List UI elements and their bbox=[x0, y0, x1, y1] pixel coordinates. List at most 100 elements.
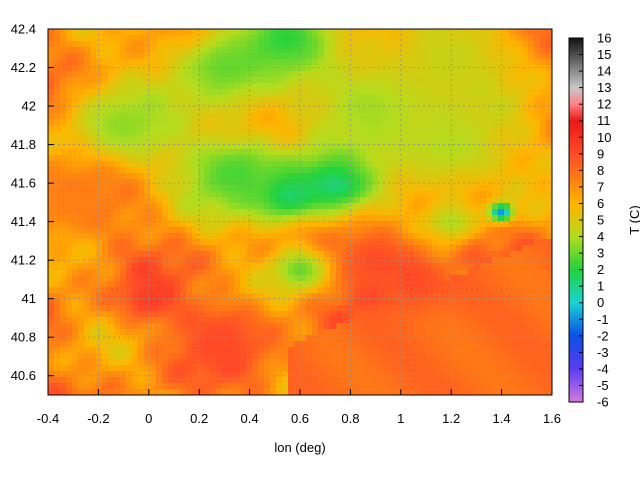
heatmap-cell bbox=[378, 149, 385, 156]
heatmap-cell bbox=[396, 215, 403, 222]
heatmap-cell bbox=[60, 125, 67, 132]
heatmap-cell bbox=[126, 341, 133, 348]
heatmap-cell bbox=[108, 311, 115, 318]
heatmap-cell bbox=[240, 215, 247, 222]
heatmap-cell bbox=[252, 161, 259, 168]
heatmap-cell bbox=[180, 311, 187, 318]
heatmap-cell bbox=[312, 293, 319, 300]
heatmap-cell bbox=[312, 221, 319, 228]
heatmap-cell bbox=[342, 227, 349, 234]
heatmap-cell bbox=[534, 299, 541, 306]
heatmap-cell bbox=[198, 95, 205, 102]
heatmap-cell bbox=[372, 317, 379, 324]
heatmap-cell bbox=[432, 143, 439, 150]
heatmap-cell bbox=[318, 203, 325, 210]
heatmap-cell bbox=[66, 203, 73, 210]
heatmap-cell bbox=[384, 131, 391, 138]
heatmap-cell bbox=[84, 137, 91, 144]
heatmap-cell bbox=[198, 377, 205, 384]
heatmap-cell bbox=[354, 35, 361, 42]
heatmap-cell bbox=[258, 125, 265, 132]
heatmap-cell bbox=[228, 137, 235, 144]
heatmap-cell bbox=[72, 89, 79, 96]
heatmap-cell bbox=[444, 149, 451, 156]
heatmap-cell bbox=[300, 377, 307, 384]
heatmap-cell bbox=[228, 101, 235, 108]
heatmap-cell bbox=[210, 125, 217, 132]
heatmap-cell bbox=[342, 233, 349, 240]
heatmap-cell bbox=[318, 155, 325, 162]
heatmap-cell bbox=[96, 335, 103, 342]
heatmap-cell bbox=[102, 149, 109, 156]
heatmap-cell bbox=[114, 365, 121, 372]
heatmap-cell bbox=[450, 143, 457, 150]
heatmap-cell bbox=[456, 167, 463, 174]
heatmap-cell bbox=[126, 305, 133, 312]
heatmap-cell bbox=[312, 137, 319, 144]
heatmap-cell bbox=[324, 311, 331, 318]
heatmap-cell bbox=[534, 53, 541, 60]
heatmap-cell bbox=[96, 305, 103, 312]
heatmap-cell bbox=[426, 173, 433, 180]
heatmap-cell bbox=[102, 335, 109, 342]
heatmap-cell bbox=[90, 143, 97, 150]
heatmap-cell bbox=[510, 119, 517, 126]
heatmap-cell bbox=[492, 107, 499, 114]
heatmap-cell bbox=[540, 83, 547, 90]
heatmap-cell bbox=[546, 221, 552, 228]
heatmap-cell bbox=[378, 233, 385, 240]
heatmap-cell bbox=[360, 365, 367, 372]
heatmap-cell bbox=[126, 173, 133, 180]
heatmap-cell bbox=[102, 293, 109, 300]
heatmap-cell bbox=[540, 167, 547, 174]
heatmap-cell bbox=[462, 365, 469, 372]
heatmap-cell bbox=[108, 329, 115, 336]
heatmap-cell bbox=[546, 137, 552, 144]
heatmap-cell bbox=[270, 125, 277, 132]
heatmap-cell bbox=[420, 359, 427, 366]
heatmap-cell bbox=[534, 209, 541, 216]
heatmap-cell bbox=[198, 347, 205, 354]
heatmap-cell bbox=[372, 275, 379, 282]
heatmap-cell bbox=[294, 269, 301, 276]
heatmap-cell bbox=[426, 47, 433, 54]
heatmap-cell bbox=[300, 287, 307, 294]
heatmap-cell bbox=[438, 227, 445, 234]
heatmap-cell bbox=[198, 107, 205, 114]
heatmap-cell bbox=[426, 179, 433, 186]
heatmap-cell bbox=[486, 155, 493, 162]
heatmap-cell bbox=[234, 77, 241, 84]
heatmap-cell bbox=[192, 143, 199, 150]
heatmap-cell bbox=[240, 203, 247, 210]
heatmap-cell bbox=[144, 209, 151, 216]
heatmap-cell bbox=[282, 167, 289, 174]
heatmap-cell bbox=[132, 227, 139, 234]
heatmap-cell bbox=[78, 53, 85, 60]
heatmap-cell bbox=[366, 71, 373, 78]
heatmap-cell bbox=[258, 209, 265, 216]
heatmap-cell bbox=[384, 377, 391, 384]
heatmap-cell bbox=[360, 251, 367, 258]
heatmap-cell bbox=[102, 47, 109, 54]
heatmap-cell bbox=[126, 41, 133, 48]
heatmap-cell bbox=[84, 89, 91, 96]
heatmap-cell bbox=[324, 239, 331, 246]
heatmap-cell bbox=[228, 287, 235, 294]
heatmap-cell bbox=[54, 191, 61, 198]
heatmap-cell bbox=[354, 155, 361, 162]
heatmap-cell bbox=[456, 95, 463, 102]
heatmap-cell bbox=[408, 77, 415, 84]
heatmap-cell bbox=[450, 335, 457, 342]
heatmap-cell bbox=[342, 71, 349, 78]
heatmap-cell bbox=[48, 167, 55, 174]
heatmap-cell bbox=[396, 161, 403, 168]
heatmap-cell bbox=[78, 233, 85, 240]
heatmap-cell bbox=[60, 215, 67, 222]
heatmap-cell bbox=[516, 149, 523, 156]
heatmap-cell bbox=[84, 155, 91, 162]
heatmap-cell bbox=[546, 101, 552, 108]
heatmap-cell bbox=[234, 173, 241, 180]
heatmap-cell bbox=[432, 41, 439, 48]
heatmap-cell bbox=[54, 269, 61, 276]
heatmap-cell bbox=[462, 221, 469, 228]
